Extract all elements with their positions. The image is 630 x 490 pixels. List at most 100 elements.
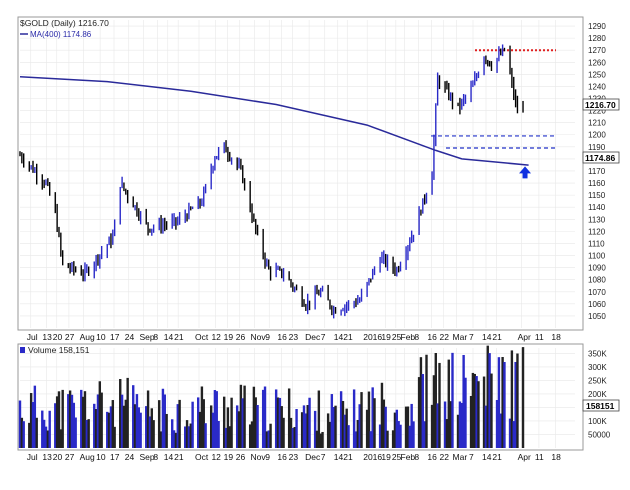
ma-legend-label: MA(400) 1174.86 — [30, 30, 92, 39]
volume-bar — [274, 389, 278, 448]
x-tick-label: 2016 — [363, 452, 382, 462]
volume-bar — [98, 381, 102, 448]
volume-bar — [22, 421, 25, 448]
volume-bar — [217, 421, 220, 448]
x-tick-label: 19 — [381, 332, 391, 342]
volume-bar — [408, 425, 411, 448]
volume-bar — [269, 423, 272, 448]
volume-bar — [148, 416, 152, 448]
volume-legend-swatch — [20, 347, 25, 353]
volume-bar — [438, 362, 441, 448]
y-tick-label: 1190 — [588, 143, 606, 152]
volume-bar — [200, 386, 204, 448]
volume-bar — [473, 373, 476, 448]
volume-bar — [326, 413, 330, 448]
x-tick-label: Feb — [401, 332, 416, 342]
x-tick-label: 22 — [440, 332, 450, 342]
x-tick-label: 19 — [381, 452, 391, 462]
volume-bar — [369, 431, 373, 448]
volume-bar — [159, 431, 163, 448]
volume-bar — [54, 403, 57, 448]
volume-bar — [106, 411, 109, 448]
volume-bar — [417, 377, 421, 448]
arrow-up-icon — [519, 166, 532, 179]
volume-bar — [20, 417, 24, 448]
volume-bar — [111, 400, 115, 448]
x-tick-label: Nov — [250, 452, 266, 462]
x-tick-label: 9 — [265, 332, 270, 342]
volume-bar — [44, 426, 48, 448]
x-tick-label: 20 — [53, 452, 63, 462]
volume-bar — [239, 384, 243, 448]
x-tick-label: 8 — [414, 332, 419, 342]
y-tick-label: 1070 — [588, 288, 606, 297]
volume-bar — [421, 374, 424, 448]
volume-bar — [187, 426, 191, 448]
volume-bar — [280, 406, 283, 448]
volume-bar — [81, 396, 85, 448]
volume-badge-text: 158151 — [586, 401, 615, 411]
volume-bar — [243, 385, 246, 448]
volume-bar — [365, 409, 369, 448]
ma-series — [19, 76, 529, 166]
volume-bar — [184, 426, 187, 448]
volume-bar — [343, 414, 347, 448]
volume-bar — [211, 412, 215, 448]
annotations — [519, 166, 532, 179]
volume-bar — [430, 404, 434, 448]
volume-bar — [488, 353, 491, 448]
volume-bar — [447, 359, 450, 448]
volume-bar — [241, 398, 244, 448]
volume-bar — [512, 421, 515, 448]
volume-bar — [254, 397, 257, 448]
volume-bar — [196, 397, 200, 448]
volume-bar — [302, 405, 306, 448]
volume-bar — [464, 377, 467, 448]
volume-bar — [317, 390, 321, 448]
volume-bar — [46, 430, 50, 448]
y-tick-label: 1150 — [588, 191, 606, 200]
volume-bar — [72, 402, 76, 448]
x-tick-label: 7 — [469, 332, 474, 342]
volume-bar — [458, 401, 462, 448]
x-tick-label: 11 — [535, 332, 544, 342]
volume-bar — [380, 382, 384, 448]
volume-bar — [443, 401, 447, 448]
volume-bar — [35, 417, 38, 448]
x-tick-label: 8 — [153, 332, 158, 342]
x-tick-label: 19 — [224, 332, 234, 342]
volume-bar — [490, 373, 493, 448]
x-tick-label: Jul — [27, 452, 38, 462]
volume-bar — [404, 406, 408, 448]
x-tick-label: 21 — [492, 332, 502, 342]
volume-bar — [41, 410, 44, 448]
x-tick-label: 22 — [440, 452, 450, 462]
volume-bar — [204, 423, 207, 448]
volume-bar — [334, 405, 337, 448]
volume-bar — [341, 401, 345, 448]
volume-bar — [486, 345, 489, 448]
volume-bar — [391, 430, 395, 448]
volume-bar — [163, 394, 166, 448]
volume-bar — [252, 386, 256, 448]
price-y-axis: 1290128012701260125012401230122012101200… — [588, 22, 606, 321]
volume-bar — [28, 422, 31, 448]
volume-y-axis: 350K300K250K200K150K100K50000 — [588, 349, 611, 439]
x-tick-label: 14 — [164, 452, 174, 462]
x-tick-label: 17 — [110, 332, 120, 342]
volume-bar — [360, 392, 363, 448]
x-tick-label: 24 — [125, 332, 135, 342]
volume-bar — [265, 431, 269, 448]
x-tick-label: 13 — [42, 452, 52, 462]
volume-bar — [113, 426, 116, 448]
volume-bar — [501, 357, 504, 448]
volume-bar — [146, 390, 150, 448]
volume-bar — [94, 409, 98, 448]
volume-bar — [135, 394, 139, 448]
volume-bar — [67, 394, 70, 448]
volume-bar — [371, 387, 374, 448]
x-tick-label: 23 — [289, 332, 299, 342]
volume-bar — [235, 405, 239, 448]
